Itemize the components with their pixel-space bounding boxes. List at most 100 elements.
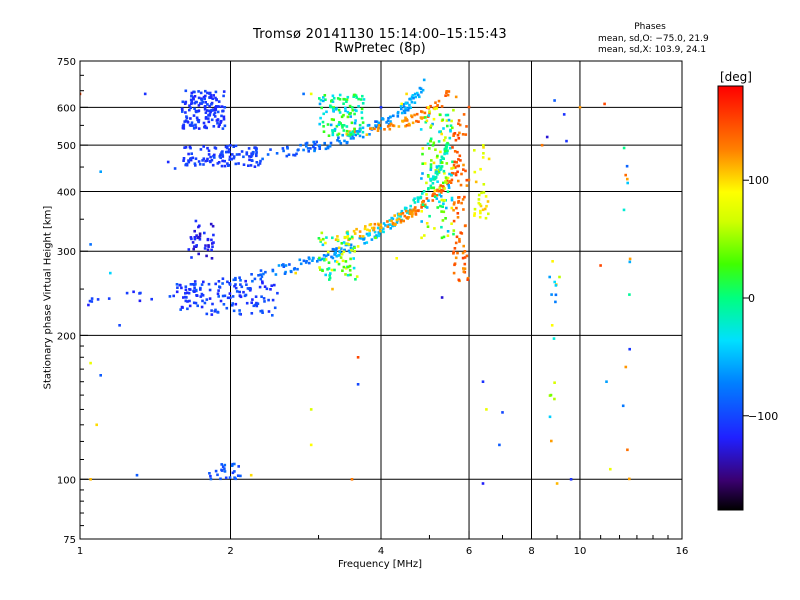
echo-point bbox=[186, 121, 190, 124]
echo-point bbox=[358, 236, 362, 240]
echo-point bbox=[453, 150, 457, 153]
echo-point bbox=[349, 133, 353, 136]
echo-point bbox=[252, 150, 255, 154]
echo-point bbox=[195, 100, 198, 104]
echo-point bbox=[204, 111, 208, 114]
echo-point bbox=[333, 253, 336, 256]
echo-point bbox=[408, 209, 412, 212]
echo-point bbox=[335, 260, 339, 264]
echo-point bbox=[420, 110, 423, 113]
echo-point bbox=[260, 275, 264, 278]
echo-point bbox=[413, 197, 416, 200]
echo-point bbox=[172, 294, 175, 298]
echo-point bbox=[395, 257, 398, 260]
echo-point bbox=[391, 124, 395, 127]
echo-point bbox=[401, 119, 404, 123]
echo-point bbox=[189, 157, 193, 160]
echo-point bbox=[399, 212, 403, 216]
echo-point bbox=[327, 267, 331, 270]
echo-point bbox=[221, 294, 225, 298]
echo-point bbox=[260, 295, 263, 298]
echo-point bbox=[356, 356, 360, 359]
echo-point bbox=[351, 247, 354, 250]
echo-point bbox=[450, 222, 453, 225]
echo-point bbox=[450, 206, 454, 210]
echo-point bbox=[296, 267, 299, 271]
echo-point bbox=[439, 113, 442, 117]
echo-point bbox=[197, 127, 201, 130]
echo-point bbox=[261, 281, 264, 285]
echo-point bbox=[199, 286, 202, 290]
echo-point bbox=[342, 241, 346, 244]
echo-point bbox=[213, 108, 217, 112]
echo-point bbox=[201, 159, 204, 162]
echo-point bbox=[229, 296, 232, 300]
echo-point bbox=[249, 473, 253, 477]
echo-point bbox=[407, 209, 410, 213]
echo-point bbox=[320, 231, 324, 235]
echo-point bbox=[319, 116, 322, 120]
echo-point bbox=[622, 146, 626, 150]
echo-point bbox=[233, 470, 236, 473]
echo-point bbox=[218, 286, 222, 289]
echo-point bbox=[314, 143, 317, 146]
echo-point bbox=[217, 100, 221, 103]
echo-point bbox=[366, 124, 370, 127]
echo-point bbox=[463, 262, 467, 266]
echo-point bbox=[461, 256, 465, 260]
echo-point bbox=[431, 122, 434, 126]
echo-point bbox=[242, 163, 246, 166]
echo-point bbox=[441, 205, 444, 208]
echo-point bbox=[211, 97, 214, 100]
echo-point bbox=[445, 152, 449, 155]
echo-point bbox=[368, 232, 371, 235]
echo-point bbox=[135, 473, 139, 477]
echo-point bbox=[212, 241, 215, 244]
echo-point bbox=[438, 193, 441, 196]
echo-point bbox=[195, 116, 199, 120]
echo-point bbox=[222, 303, 226, 306]
echo-point bbox=[255, 148, 258, 152]
echo-point bbox=[183, 146, 186, 149]
echo-point bbox=[410, 100, 414, 104]
echo-point bbox=[369, 127, 372, 130]
echo-point bbox=[212, 125, 216, 128]
echo-point bbox=[402, 109, 406, 113]
echo-point bbox=[442, 210, 446, 214]
echo-point bbox=[331, 107, 335, 111]
echo-point bbox=[361, 102, 365, 105]
echo-point bbox=[204, 117, 208, 120]
echo-point bbox=[192, 96, 195, 99]
echo-point bbox=[302, 148, 305, 152]
echo-point bbox=[454, 241, 458, 245]
echo-point bbox=[411, 212, 414, 216]
echo-point bbox=[464, 169, 467, 173]
echo-point bbox=[418, 86, 422, 90]
echo-point bbox=[189, 236, 193, 239]
echo-point bbox=[462, 113, 466, 116]
echo-point bbox=[400, 209, 404, 213]
echo-point bbox=[355, 227, 358, 231]
echo-point bbox=[292, 153, 295, 157]
echo-point bbox=[317, 237, 321, 240]
echo-point bbox=[207, 109, 211, 113]
echo-point bbox=[336, 238, 340, 242]
echo-point bbox=[265, 287, 269, 291]
echo-point bbox=[418, 95, 421, 99]
echo-point bbox=[353, 121, 357, 125]
echo-point bbox=[196, 304, 199, 308]
echo-point bbox=[377, 223, 381, 227]
echo-point bbox=[413, 113, 416, 117]
echo-point bbox=[233, 462, 236, 466]
echo-point bbox=[324, 273, 327, 277]
echo-point bbox=[335, 247, 338, 250]
echo-point bbox=[359, 98, 363, 101]
echo-point bbox=[402, 105, 406, 109]
echo-point bbox=[338, 139, 341, 143]
echo-point bbox=[200, 305, 204, 309]
echo-point bbox=[436, 154, 439, 158]
echo-point bbox=[319, 238, 322, 242]
echo-point bbox=[322, 112, 325, 116]
echo-point bbox=[350, 121, 354, 125]
echo-point bbox=[447, 118, 451, 122]
